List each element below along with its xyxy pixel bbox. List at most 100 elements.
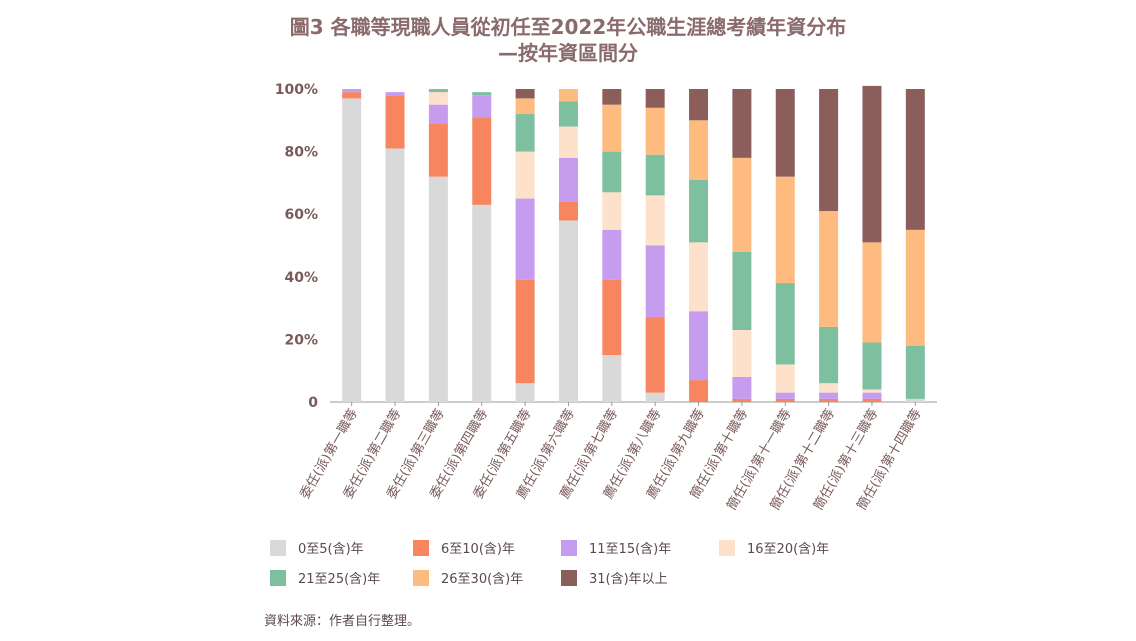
legend-label: 31(含)年以上 bbox=[589, 572, 668, 587]
bar-segment bbox=[558, 220, 578, 402]
bar-segment bbox=[385, 92, 405, 96]
legend-label: 0至5(含)年 bbox=[298, 542, 364, 557]
legend-swatch bbox=[561, 569, 577, 586]
bar-segment bbox=[515, 198, 535, 280]
bar-segment bbox=[905, 229, 925, 346]
bar-segment bbox=[819, 392, 839, 399]
legend-swatch bbox=[413, 569, 429, 586]
bar-segment bbox=[472, 95, 492, 118]
bar-segment bbox=[558, 157, 578, 202]
bar-segment bbox=[602, 279, 622, 356]
bar-segment bbox=[645, 317, 665, 393]
bar-segment bbox=[862, 342, 882, 390]
bar-segment bbox=[645, 245, 665, 318]
bar-segment bbox=[472, 92, 492, 96]
bar-segment bbox=[775, 398, 795, 402]
legend-swatch bbox=[413, 539, 429, 556]
bar-segment bbox=[819, 398, 839, 402]
chart-title: 圖3 各職等現職人員從初任至2022年公職生涯總考績年資分布 bbox=[289, 15, 847, 39]
bar-segment bbox=[558, 101, 578, 127]
bar-segment bbox=[732, 376, 752, 399]
bar-segment bbox=[428, 89, 448, 93]
bar-segment bbox=[645, 89, 665, 108]
bar-segment bbox=[689, 380, 709, 402]
bar-segment bbox=[428, 176, 448, 402]
bar-segment bbox=[515, 151, 535, 199]
legend-swatch bbox=[561, 539, 577, 556]
y-tick-label: 100% bbox=[275, 82, 318, 98]
bar-segment bbox=[862, 389, 882, 393]
y-tick-label: 0 bbox=[308, 395, 318, 411]
bar-segment bbox=[515, 383, 535, 402]
bar-segment bbox=[732, 398, 752, 402]
bar-segment bbox=[645, 154, 665, 196]
bar-segment bbox=[775, 392, 795, 399]
legend-swatch bbox=[270, 569, 286, 586]
bar-segment bbox=[775, 283, 795, 365]
bar-segment bbox=[689, 311, 709, 381]
bar-segment bbox=[472, 117, 492, 205]
legend-item: 26至30(含)年 bbox=[413, 568, 523, 587]
bar-segment bbox=[385, 148, 405, 402]
bar-segment bbox=[602, 104, 622, 152]
legend-label: 11至15(含)年 bbox=[589, 542, 672, 557]
bar-segment bbox=[862, 85, 882, 243]
bar-segment bbox=[558, 201, 578, 221]
bar-segment bbox=[689, 120, 709, 180]
bar-segment bbox=[819, 326, 839, 384]
bar-segment bbox=[602, 355, 622, 402]
bar-segment bbox=[905, 345, 925, 399]
bar-segment bbox=[515, 114, 535, 152]
bar-segment bbox=[645, 107, 665, 155]
bar-segment bbox=[775, 176, 795, 284]
bar-segment bbox=[819, 383, 839, 393]
legend-label: 6至10(含)年 bbox=[441, 542, 515, 557]
bar-segment bbox=[905, 398, 925, 402]
legend-swatch bbox=[719, 539, 735, 556]
bar-segment bbox=[862, 392, 882, 399]
bar-segment bbox=[385, 95, 405, 149]
bar-segment bbox=[602, 192, 622, 230]
bar-segment bbox=[732, 330, 752, 377]
bar-segment bbox=[775, 89, 795, 177]
bar-segment bbox=[732, 157, 752, 252]
bar-segment bbox=[515, 89, 535, 99]
y-tick-label: 20% bbox=[284, 332, 318, 348]
source-note: 資料來源：作者自行整理。 bbox=[264, 614, 421, 629]
bar-segment bbox=[472, 204, 492, 402]
bar-segment bbox=[732, 89, 752, 158]
legend-swatch bbox=[270, 539, 286, 556]
bar-segment bbox=[645, 392, 665, 402]
legend-item: 21至25(含)年 bbox=[270, 568, 380, 587]
y-tick-label: 60% bbox=[284, 207, 318, 223]
legend-item: 11至15(含)年 bbox=[561, 538, 671, 557]
bar-segment bbox=[775, 364, 795, 393]
legend-item: 31(含)年以上 bbox=[561, 568, 668, 587]
bar-segment bbox=[602, 89, 622, 105]
bar-segment bbox=[342, 98, 362, 402]
bar-segment bbox=[428, 123, 448, 177]
legend-item: 6至10(含)年 bbox=[413, 538, 515, 557]
bar-segment bbox=[558, 89, 578, 102]
legend-label: 26至30(含)年 bbox=[441, 572, 524, 587]
y-tick-label: 40% bbox=[284, 270, 318, 286]
bar-segment bbox=[689, 242, 709, 312]
y-tick-label: 80% bbox=[284, 145, 318, 161]
chart-subtitle: —按年資區間分 bbox=[498, 41, 638, 65]
bar-segment bbox=[602, 151, 622, 193]
legend-item: 16至20(含)年 bbox=[719, 538, 829, 557]
bar-segment bbox=[602, 229, 622, 280]
legend-item: 0至5(含)年 bbox=[270, 538, 364, 557]
bar-segment bbox=[515, 98, 535, 115]
legend-label: 16至20(含)年 bbox=[747, 542, 830, 557]
bar-segment bbox=[515, 279, 535, 384]
bar-segment bbox=[862, 242, 882, 343]
bar-segment bbox=[689, 89, 709, 121]
bar-segment bbox=[905, 89, 925, 230]
bar-segment bbox=[645, 195, 665, 246]
bar-segment bbox=[342, 89, 362, 93]
legend-label: 21至25(含)年 bbox=[298, 572, 381, 587]
bar-segment bbox=[819, 211, 839, 327]
bar-segment bbox=[428, 92, 448, 105]
